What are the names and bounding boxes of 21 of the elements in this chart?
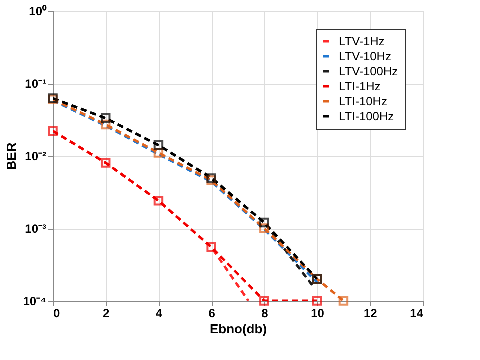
x-tick-label: 6 <box>208 306 216 320</box>
x-tick-label: 12 <box>364 306 378 320</box>
y-tick-label: 10⁻¹ <box>25 77 47 91</box>
legend-label: LTV-100Hz <box>339 64 398 78</box>
legend-label: LTI-100Hz <box>339 110 394 124</box>
x-tick-label: 10 <box>311 306 325 320</box>
x-tick-label: 4 <box>156 306 163 320</box>
legend-label: LTV-10Hz <box>339 50 392 64</box>
legend-label: LTV-1Hz <box>339 34 385 48</box>
x-axis-title: Ebno(db) <box>210 322 268 336</box>
y-axis-title: BER <box>4 142 20 170</box>
x-tick-label: 2 <box>103 306 110 320</box>
y-tick-label: 10⁻³ <box>25 222 47 236</box>
y-tick-label: 10⁰ <box>29 4 48 18</box>
x-tick-label: 0 <box>54 306 60 320</box>
legend-label: LTI-1Hz <box>339 80 381 94</box>
x-tick-label: 8 <box>262 306 269 320</box>
x-tick-label: 14 <box>410 306 424 320</box>
y-tick-label: 10⁻⁴ <box>23 294 47 308</box>
y-tick-label: 10⁻² <box>25 150 47 164</box>
legend-label: LTI-10Hz <box>339 94 388 108</box>
